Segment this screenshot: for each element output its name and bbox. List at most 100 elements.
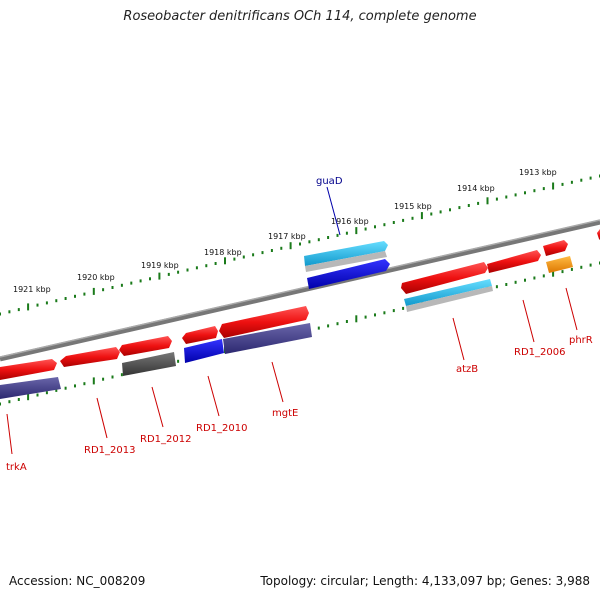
minor-tick (130, 281, 133, 285)
gene-RD1_2012[interactable] (119, 336, 172, 356)
gene-RD1_2013[interactable] (60, 347, 120, 367)
minor-tick (402, 218, 405, 222)
minor-tick (561, 270, 564, 274)
minor-tick (589, 263, 592, 267)
gene-orange[interactable] (546, 256, 573, 273)
minor-tick (336, 322, 339, 326)
minor-tick (111, 375, 114, 379)
gene-RD1_2012-gray[interactable] (122, 352, 176, 376)
minor-tick (317, 238, 320, 242)
gene-atzB[interactable] (401, 262, 488, 294)
gene-label-RD1_2013[interactable]: RD1_2013 (84, 445, 135, 456)
minor-tick (252, 253, 255, 257)
leader-mgtE (271, 361, 284, 403)
minor-tick (120, 283, 123, 287)
minor-tick (0, 402, 1, 406)
major-tick (552, 269, 555, 277)
minor-tick (64, 386, 67, 390)
gene-phrR[interactable] (543, 240, 568, 256)
accession-text: Accession: NC_008209 (9, 574, 146, 588)
gene-label-RD1_2012[interactable]: RD1_2012 (140, 434, 191, 445)
minor-tick (374, 225, 376, 229)
gene-label-mgtE[interactable]: mgtE (272, 408, 298, 419)
minor-tick (430, 212, 433, 216)
minor-tick (505, 195, 508, 199)
leader-trkA (6, 413, 13, 455)
minor-tick (374, 313, 376, 317)
minor-tick (74, 384, 76, 388)
gene-trkA[interactable] (0, 359, 57, 380)
minor-tick (270, 249, 273, 252)
minor-tick (580, 265, 583, 269)
minor-tick (205, 264, 208, 268)
major-tick (92, 377, 95, 385)
gene-label-phrR[interactable]: phrR (569, 335, 593, 346)
scale-label: 1914 kbp (457, 184, 495, 193)
forward-strand-genes (304, 229, 600, 312)
major-tick (27, 303, 30, 311)
leader-guaD (326, 186, 341, 236)
genome-backbone-highlight (0, 219, 600, 358)
scale-label: 1918 kbp (204, 248, 242, 257)
scale-label: 1913 kbp (519, 168, 557, 177)
gene-label-atzB[interactable]: atzB (456, 364, 478, 375)
minor-tick (327, 324, 330, 328)
minor-tick (83, 292, 86, 296)
gene-label-RD1_2006[interactable]: RD1_2006 (514, 347, 565, 358)
minor-tick (570, 180, 573, 184)
minor-tick (327, 236, 330, 239)
minor-tick (580, 178, 583, 182)
gene-label-guaD[interactable]: guaD (316, 176, 343, 187)
minor-tick (177, 359, 180, 363)
minor-tick (120, 373, 123, 377)
minor-tick (402, 306, 405, 310)
leader-RD1_2010 (207, 375, 220, 417)
minor-tick (383, 311, 386, 315)
gene-RD1_2010[interactable] (182, 326, 218, 344)
major-tick (486, 197, 489, 205)
gene-atzB-rna-shadow (406, 286, 493, 312)
minor-tick (561, 182, 564, 186)
major-tick (27, 393, 30, 401)
gene-mgtE[interactable] (219, 306, 309, 338)
minor-tick (0, 312, 1, 316)
minor-tick (392, 221, 395, 224)
major-tick (224, 257, 226, 265)
minor-tick (149, 277, 151, 281)
gene-label-RD1_2010[interactable]: RD1_2010 (196, 423, 247, 434)
minor-tick (589, 176, 592, 180)
minor-tick (214, 262, 217, 265)
gene-edge[interactable] (597, 229, 600, 240)
scale-label: 1916 kbp (331, 217, 369, 226)
minor-tick (74, 294, 76, 298)
minor-tick (505, 283, 508, 286)
minor-tick (55, 299, 58, 303)
gene-mgtE-purple[interactable] (223, 323, 312, 354)
scale-label: 1920 kbp (77, 273, 115, 282)
gene-trkA-purple[interactable] (0, 377, 61, 399)
gene-guaD-rna-shadow (305, 251, 387, 272)
leader-RD1_2013 (96, 397, 108, 439)
minor-tick (83, 382, 86, 386)
minor-tick (336, 233, 339, 237)
minor-tick (102, 377, 105, 381)
major-tick (355, 315, 358, 323)
major-tick (355, 227, 358, 235)
minor-tick (345, 320, 348, 323)
minor-tick (533, 276, 536, 280)
gene-guaD[interactable] (307, 259, 390, 289)
minor-tick (64, 297, 67, 300)
minor-tick (458, 206, 461, 210)
minor-tick (195, 266, 198, 270)
gene-atzB-rna[interactable] (404, 279, 492, 306)
minor-tick (36, 393, 39, 397)
gene-label-trkA[interactable]: trkA (6, 462, 27, 473)
minor-tick (280, 246, 283, 250)
gene-guaD-rna[interactable] (304, 241, 388, 266)
gene-RD1_2006[interactable] (487, 250, 541, 273)
minor-tick (542, 187, 545, 191)
minor-tick (55, 388, 58, 392)
minor-tick (8, 310, 11, 314)
gene-RD1_2010-blue[interactable] (184, 339, 224, 363)
